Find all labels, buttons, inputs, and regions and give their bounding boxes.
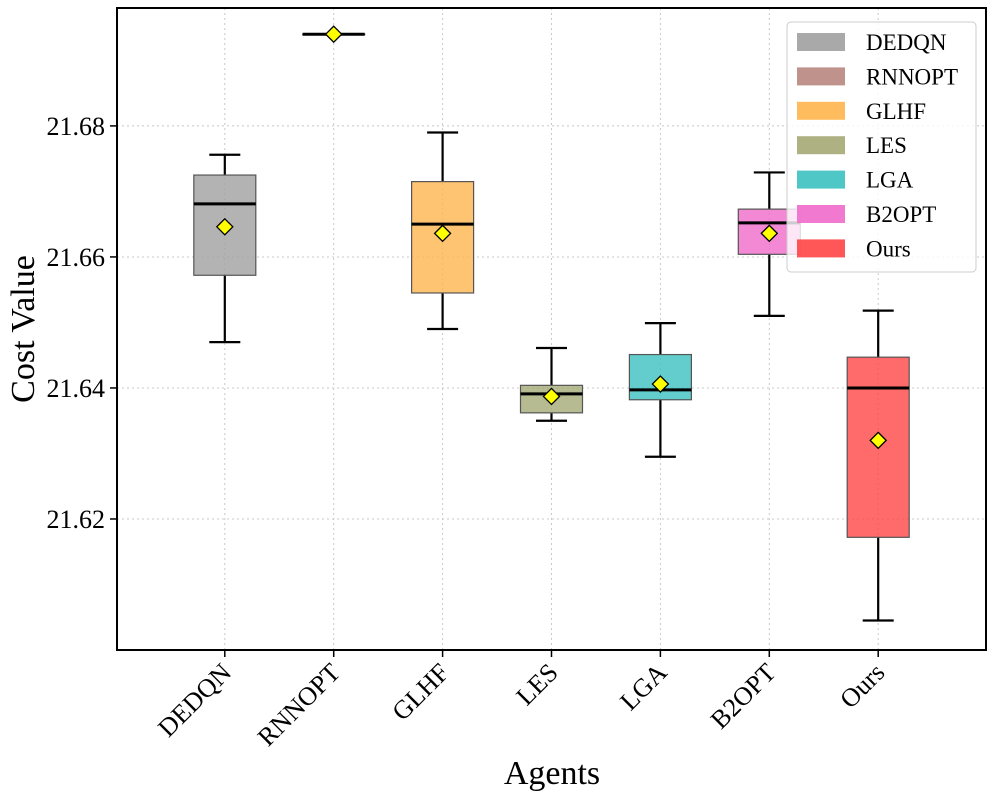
- legend-swatch: [797, 101, 845, 120]
- legend-item: RNNOPT: [797, 64, 958, 89]
- box-lga: [628, 322, 692, 458]
- legend-label: B2OPT: [866, 202, 936, 227]
- box-rnnopt: [302, 25, 366, 44]
- legend-label: GLHF: [866, 99, 926, 124]
- x-tick-label: Ours: [834, 658, 890, 714]
- box-dedqn: [193, 153, 257, 344]
- y-tick-label: 21.62: [47, 505, 106, 534]
- legend-swatch: [797, 239, 845, 258]
- mean-marker: [542, 387, 561, 406]
- x-tick-label: LGA: [614, 658, 672, 716]
- legend-swatch: [797, 136, 845, 155]
- y-axis-label: Cost Value: [5, 255, 42, 403]
- x-tick-label: RNNOPT: [252, 658, 346, 752]
- x-tick-label: GLHF: [386, 658, 455, 727]
- legend-label: Ours: [866, 236, 911, 261]
- legend-label: LGA: [866, 168, 914, 193]
- legend-item: GLHF: [797, 99, 926, 124]
- legend-item: B2OPT: [797, 202, 936, 227]
- y-axis: 21.62 21.64 21.66 21.68: [47, 112, 117, 534]
- legend-label: LES: [866, 133, 907, 158]
- x-tick-label: LES: [511, 658, 564, 711]
- legend-swatch: [797, 33, 845, 51]
- legend-swatch: [797, 67, 845, 86]
- legend-swatch: [797, 205, 845, 223]
- mean-marker: [651, 375, 670, 393]
- box-series: [193, 25, 910, 622]
- y-tick-label: 21.64: [47, 374, 106, 403]
- legend: DEDQN RNNOPT GLHF LES LGA B2OPT Ours: [786, 21, 977, 273]
- x-tick-label: DEDQN: [152, 658, 237, 743]
- legend-item: Ours: [797, 236, 911, 261]
- mean-marker: [215, 217, 234, 236]
- mean-marker: [324, 25, 343, 44]
- x-axis-label: Agents: [504, 755, 600, 792]
- legend-label: DEDQN: [866, 30, 947, 55]
- mean-marker: [433, 224, 452, 243]
- x-tick-label: B2OPT: [705, 658, 782, 735]
- mean-marker: [869, 431, 888, 450]
- legend-item: LES: [797, 133, 907, 158]
- legend-label: RNNOPT: [866, 64, 958, 89]
- y-tick-label: 21.68: [47, 112, 106, 141]
- legend-item: DEDQN: [797, 30, 947, 55]
- legend-swatch: [797, 170, 845, 189]
- mean-marker: [760, 224, 779, 243]
- x-axis: DEDQN RNNOPT GLHF LES LGA B2OPT Ours: [152, 650, 890, 752]
- legend-item: LGA: [797, 168, 914, 193]
- box-glhf: [411, 131, 475, 331]
- y-tick-label: 21.66: [47, 243, 106, 272]
- box-ours: [846, 309, 910, 622]
- box-les: [519, 346, 584, 422]
